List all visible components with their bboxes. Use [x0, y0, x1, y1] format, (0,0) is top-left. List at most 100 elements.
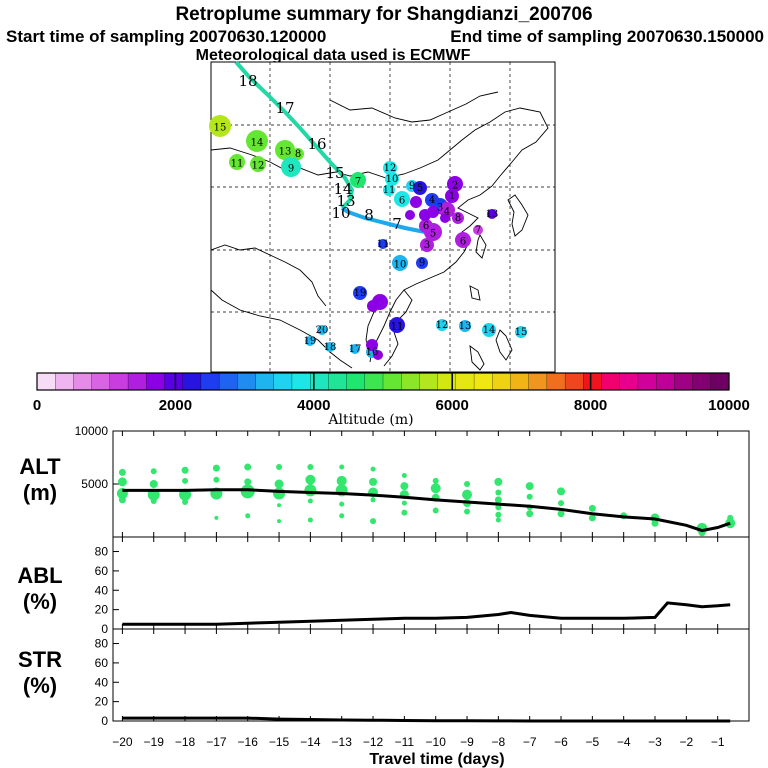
plume-cluster — [350, 344, 360, 354]
plume-cluster-label: 15 — [515, 327, 528, 338]
plume-cluster — [473, 225, 483, 235]
plume-cluster — [350, 172, 366, 188]
colorbar-tick-label: 0 — [33, 397, 41, 414]
colorbar: 0 2000 4000 6000 8000 10000 Altitude (m) — [33, 372, 750, 428]
alt-dot — [651, 519, 659, 527]
colorbar-cell — [382, 372, 402, 391]
trajectory-day-label: 13 — [336, 192, 355, 210]
colorbar-tick-label: 4000 — [297, 397, 330, 414]
colorbar-cell — [564, 372, 584, 391]
plume-cluster — [229, 154, 245, 170]
alt-dot — [118, 496, 126, 504]
alt-ytick-label: 5000 — [81, 477, 108, 491]
plume-cluster-label: 11 — [231, 159, 244, 170]
met-data: Meteorological data used is ECMWF — [196, 47, 471, 64]
plume-cluster-label: 18 — [324, 342, 337, 353]
x-tick-label: −9 — [460, 735, 474, 749]
abl-ytick-label: 60 — [95, 564, 109, 578]
abl-ticks: 0 20 40 60 80 — [95, 537, 719, 636]
abl-ytick-label: 80 — [95, 545, 109, 559]
x-tick-label: −18 — [175, 735, 196, 749]
plume-cluster — [394, 191, 410, 207]
colorbar-cell — [528, 372, 548, 391]
plume-cluster — [385, 172, 399, 186]
colorbar-cell — [492, 372, 512, 391]
alt-dot — [370, 466, 376, 472]
x-tick-label: −7 — [523, 735, 537, 749]
colorbar-cell — [91, 372, 111, 391]
x-tick-label: −14 — [300, 735, 321, 749]
trajectory-day-label: 10 — [331, 204, 350, 222]
plume-cluster — [378, 239, 388, 249]
alt-dot — [118, 468, 126, 476]
plume-cluster — [292, 148, 304, 160]
alt-ylabel: ALT — [19, 454, 61, 479]
colorbar-cell — [473, 372, 493, 391]
alt-dot — [494, 496, 502, 504]
alt-dot — [304, 484, 317, 497]
alt-dot — [557, 487, 566, 496]
plume-cluster-label: 9 — [419, 258, 425, 269]
colorbar-cell — [601, 372, 621, 391]
alt-dot — [240, 484, 255, 499]
alt-dot — [462, 489, 473, 500]
plume-cluster — [413, 181, 427, 195]
str-ytick-label: 40 — [95, 675, 109, 689]
trajectory-day-label: 15 — [325, 164, 344, 182]
str-ytick-label: 80 — [95, 637, 109, 651]
plume-cluster-label: 6 — [460, 237, 466, 248]
plume-cluster-label: 4 — [444, 207, 450, 218]
trajectory-day-label: 16 — [307, 135, 326, 153]
alt-dot — [526, 493, 533, 500]
alt-dot — [494, 477, 503, 486]
plume-cluster — [392, 255, 408, 271]
alt-dot — [370, 497, 376, 503]
plume-cluster-label: 13 — [279, 147, 292, 158]
map-coastlines — [211, 91, 549, 371]
plume-cluster — [459, 320, 471, 332]
plume-cluster-label: 19 — [304, 336, 317, 347]
plume-cluster — [353, 286, 367, 300]
alt-dot — [558, 500, 565, 507]
plume-cluster-label: 3 — [437, 203, 443, 214]
colorbar-cell — [310, 372, 329, 391]
plume-cluster-label: 19 — [354, 288, 367, 299]
alt-dot — [464, 481, 471, 487]
plume-cluster-label: 12 — [384, 163, 397, 174]
abl-frame — [112, 536, 750, 630]
plume-cluster-label: 11 — [377, 239, 390, 250]
plume-blob — [440, 213, 450, 223]
plume-cluster-label: 1 — [449, 191, 455, 202]
plume-cluster — [482, 323, 496, 337]
x-tick-label: −6 — [554, 735, 568, 749]
colorbar-cell — [546, 372, 566, 391]
alt-dot — [150, 468, 157, 475]
plume-cluster — [389, 317, 405, 333]
colorbar-cell — [328, 372, 348, 391]
plume-cluster-label: 13 — [486, 209, 499, 220]
plume-cluster-label: 6 — [423, 221, 429, 232]
colorbar-tick-label: 2000 — [159, 397, 192, 414]
colorbar-cell — [218, 372, 238, 391]
plume-cluster — [420, 238, 434, 252]
alt-dot — [495, 489, 502, 496]
panel-alt: ALT (m) 5000 10000 — [19, 424, 750, 538]
x-tick-label: −1 — [711, 735, 725, 749]
plume-cluster-label: 2 — [452, 181, 458, 192]
plume-cluster-label: 8 — [455, 213, 461, 224]
colorbar-cell — [656, 372, 675, 391]
plume-cluster-label: 5 — [417, 183, 423, 194]
panel-abl: ABL (%) 0 20 40 60 80 — [17, 536, 750, 636]
alt-dot — [339, 501, 345, 507]
alt-dot — [339, 513, 345, 519]
alt-dot — [305, 474, 316, 485]
colorbar-cell — [273, 372, 293, 391]
colorbar-cell — [583, 372, 603, 391]
plume-cluster-label: 7 — [475, 225, 481, 236]
alt-dot — [495, 511, 502, 518]
x-tick-label: −4 — [617, 735, 631, 749]
plume-cluster — [317, 325, 327, 335]
alt-dot — [274, 479, 284, 489]
plume-blob — [366, 339, 378, 351]
